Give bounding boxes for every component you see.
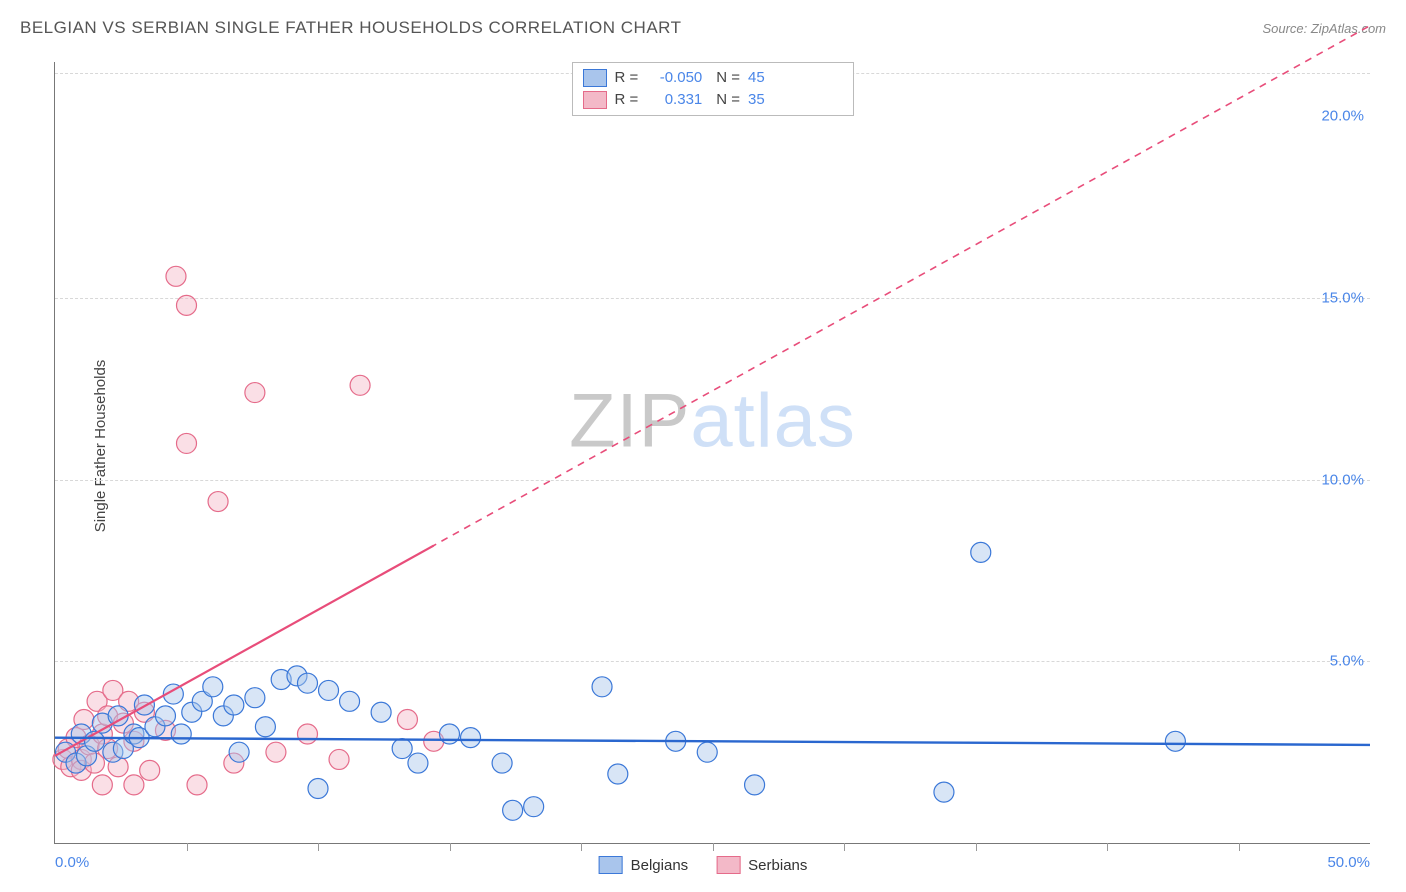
n-label: N = [716, 89, 740, 111]
n-value-serbians: 35 [748, 89, 765, 111]
scatter-point [266, 742, 286, 762]
scatter-point [503, 800, 523, 820]
series-label-serbians: Serbians [748, 857, 807, 874]
r-value-serbians: 0.331 [646, 89, 702, 111]
scatter-point [208, 492, 228, 512]
scatter-point [608, 764, 628, 784]
x-tick-label-min: 0.0% [55, 854, 89, 871]
legend-swatch-serbians-bottom [716, 856, 740, 874]
header-bar: BELGIAN VS SERBIAN SINGLE FATHER HOUSEHO… [20, 18, 1386, 38]
r-value-belgians: -0.050 [646, 67, 702, 89]
plot-area: ZIPatlas R = -0.050 N = 45 R = 0.331 N =… [54, 62, 1370, 844]
scatter-point [371, 702, 391, 722]
scatter-point [934, 782, 954, 802]
scatter-point [524, 797, 544, 817]
scatter-point [203, 677, 223, 697]
n-label: N = [716, 67, 740, 89]
scatter-point [1165, 731, 1185, 751]
x-tick [713, 843, 714, 851]
y-tick-label: 15.0% [1321, 290, 1372, 307]
scatter-point [408, 753, 428, 773]
correlation-legend-row-serbians: R = 0.331 N = 35 [583, 89, 843, 111]
n-value-belgians: 45 [748, 67, 765, 89]
scatter-point [187, 775, 207, 795]
chart-title: BELGIAN VS SERBIAN SINGLE FATHER HOUSEHO… [20, 18, 682, 38]
correlation-legend: R = -0.050 N = 45 R = 0.331 N = 35 [572, 62, 854, 116]
correlation-legend-row-belgians: R = -0.050 N = 45 [583, 67, 843, 89]
legend-swatch-belgians-bottom [599, 856, 623, 874]
x-tick [318, 843, 319, 851]
r-label: R = [615, 67, 639, 89]
scatter-point [140, 760, 160, 780]
scatter-point [245, 383, 265, 403]
scatter-point [397, 709, 417, 729]
legend-swatch-serbians [583, 91, 607, 109]
scatter-point [319, 680, 339, 700]
x-tick [976, 843, 977, 851]
x-tick [450, 843, 451, 851]
x-tick [1239, 843, 1240, 851]
series-legend: Belgians Serbians [599, 856, 808, 874]
scatter-point [166, 266, 186, 286]
x-tick [581, 843, 582, 851]
chart-canvas [55, 62, 1370, 843]
scatter-point [245, 688, 265, 708]
scatter-point [340, 691, 360, 711]
scatter-point [461, 728, 481, 748]
x-tick-label-max: 50.0% [1327, 854, 1370, 871]
scatter-point [392, 739, 412, 759]
y-tick-label: 10.0% [1321, 471, 1372, 488]
series-label-belgians: Belgians [631, 857, 689, 874]
scatter-point [492, 753, 512, 773]
scatter-point [297, 724, 317, 744]
y-tick-label: 20.0% [1321, 108, 1372, 125]
scatter-point [971, 542, 991, 562]
scatter-point [155, 706, 175, 726]
series-legend-item-belgians: Belgians [599, 856, 689, 874]
y-tick-label: 5.0% [1330, 653, 1372, 670]
scatter-point [177, 295, 197, 315]
r-label: R = [615, 89, 639, 111]
scatter-point [224, 695, 244, 715]
x-tick [844, 843, 845, 851]
scatter-point [92, 775, 112, 795]
scatter-point [124, 775, 144, 795]
scatter-point [297, 673, 317, 693]
scatter-point [171, 724, 191, 744]
scatter-point [697, 742, 717, 762]
scatter-point [592, 677, 612, 697]
scatter-point [350, 375, 370, 395]
scatter-point [308, 779, 328, 799]
source-attribution: Source: ZipAtlas.com [1262, 21, 1386, 36]
trend-line-solid-segment [55, 546, 434, 756]
scatter-point [255, 717, 275, 737]
scatter-point [229, 742, 249, 762]
series-legend-item-serbians: Serbians [716, 856, 807, 874]
scatter-point [329, 749, 349, 769]
plot-container: ZIPatlas R = -0.050 N = 45 R = 0.331 N =… [54, 62, 1370, 844]
legend-swatch-belgians [583, 69, 607, 87]
x-tick [187, 843, 188, 851]
scatter-point [745, 775, 765, 795]
scatter-point [177, 433, 197, 453]
x-tick [1107, 843, 1108, 851]
